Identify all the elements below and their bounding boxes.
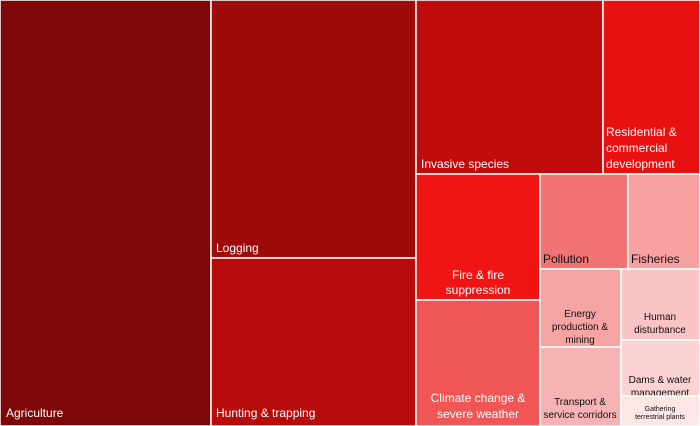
- treemap-rect: [539, 268, 622, 348]
- treemap-cell-human-disturbance: Human disturbance: [620, 268, 700, 341]
- treemap-cell-dams-and-water-management: Dams & water management: [620, 339, 700, 399]
- treemap-cell-invasive-species: Invasive species: [415, 0, 604, 175]
- treemap-rect: [415, 173, 541, 301]
- treemap-rect: [210, 257, 417, 426]
- treemap-cell-residential-and-commercial-development: Residential & commercial development: [602, 0, 700, 175]
- treemap-label: Gathering terrestrial plants: [635, 406, 685, 421]
- treemap-rect: [539, 173, 629, 270]
- treemap-cell-pollution: Pollution: [539, 173, 629, 270]
- treemap-rect: [210, 0, 417, 259]
- treemap-cell-gathering-terrestrial-plants: Gathering terrestrial plants: [620, 395, 700, 426]
- treemap-label: Climate change & severe weather: [431, 391, 526, 421]
- treemap-rect: [620, 339, 700, 397]
- treemap-label: Fire & fire suppression: [446, 268, 511, 297]
- treemap-cell-hunting-and-trapping: Hunting & trapping: [210, 257, 417, 426]
- treemap-label: Human disturbance: [634, 312, 686, 336]
- treemap-cell-fisheries: Fisheries: [627, 173, 700, 270]
- treemap-label: Energy production & mining: [552, 309, 608, 346]
- treemap-label: Transport & service corridors: [543, 397, 616, 421]
- treemap-cell-fire-and-fire-suppression: Fire & fire suppression: [415, 173, 541, 301]
- treemap-cell-agriculture: Agriculture: [0, 0, 212, 426]
- treemap-label: Residential & commercial development: [606, 125, 677, 171]
- treemap-label: Agriculture: [6, 406, 64, 420]
- treemap-label: Logging: [216, 241, 259, 255]
- treemap-cell-climate-change-and-severe-weather: Climate change & severe weather: [415, 299, 541, 426]
- treemap-cell-transport-and-service-corridors: Transport & service corridors: [539, 346, 622, 426]
- treemap-rect: [620, 395, 700, 426]
- treemap-rect: [415, 0, 604, 175]
- treemap-cell-energy-production-and-mining: Energy production & mining: [539, 268, 622, 348]
- treemap-label: Dams & water management: [629, 375, 692, 399]
- treemap-rect: [627, 173, 700, 270]
- treemap-label: Hunting & trapping: [216, 406, 315, 420]
- treemap-cell-logging: Logging: [210, 0, 417, 259]
- treemap-rect: [620, 268, 700, 341]
- treemap-label: Invasive species: [421, 157, 509, 171]
- treemap-rect: [415, 299, 541, 426]
- treemap-label: Fisheries: [631, 252, 680, 266]
- treemap-label: Pollution: [543, 252, 589, 266]
- treemap-rect: [602, 0, 700, 175]
- treemap-rect: [0, 0, 212, 426]
